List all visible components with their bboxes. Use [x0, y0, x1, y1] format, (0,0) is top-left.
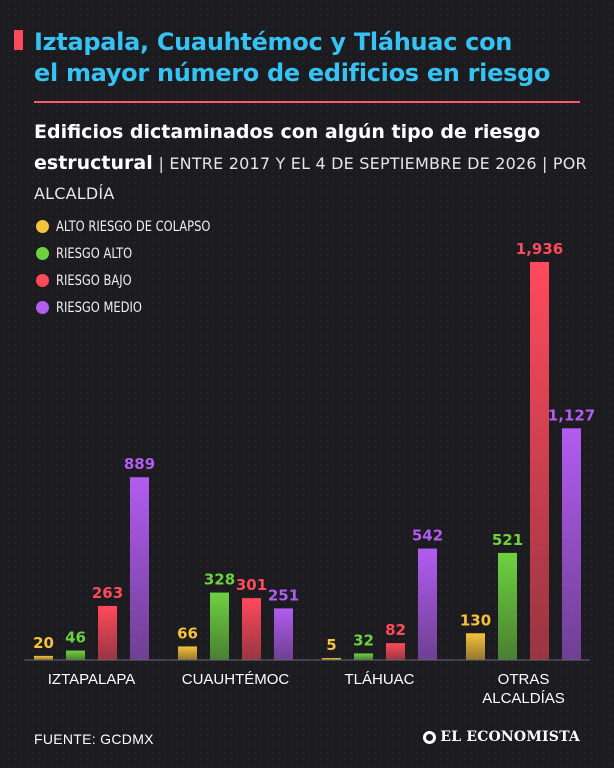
headline-line-1: Iztapala, Cuauhtémoc y Tláhuac con [34, 28, 513, 56]
data-label: 328 [204, 571, 235, 589]
legend-swatch [36, 301, 49, 314]
bar-1-1 [34, 655, 53, 660]
legend-item-riesgo-alto: RIESGO ALTO [36, 240, 244, 267]
bar-2-3 [242, 598, 261, 660]
data-label: 251 [268, 586, 299, 604]
headline-line-2: el mayor número de edificios en riesgo [34, 59, 551, 87]
category-label: CUAUHTÉMOC [182, 671, 290, 688]
data-label: 542 [412, 527, 443, 545]
legend-item-riesgo-bajo: RIESGO BAJO [36, 267, 244, 294]
legend-item-alto-riesgo-colapso: ALTO RIESGO DE COLAPSO [36, 213, 244, 240]
data-label: 1,127 [548, 406, 595, 424]
bar-4-1 [466, 633, 485, 660]
subtitle-rest: | ENTRE 2017 Y EL 4 DE SEPTIEMBRE DE 202… [34, 154, 587, 203]
category-label: OTRAS [498, 671, 550, 688]
data-label: 66 [177, 624, 198, 642]
data-label: 301 [236, 576, 267, 594]
bar-3-4 [418, 548, 437, 660]
bar-4-2 [498, 552, 517, 660]
bar-2-1 [178, 646, 197, 660]
headline-divider [34, 101, 580, 103]
data-label: 32 [353, 631, 374, 649]
legend-item-riesgo-medio: RIESGO MEDIO [36, 294, 244, 321]
brand-logo: EL ECONOMISTA [423, 729, 580, 745]
headline-marker [14, 30, 23, 50]
data-label: 82 [385, 621, 406, 639]
bar-1-4 [130, 477, 149, 660]
legend-swatch [36, 274, 49, 287]
legend-label: RIESGO ALTO [56, 245, 133, 262]
bar-1-2 [66, 650, 85, 660]
data-label: 1,936 [516, 240, 563, 258]
chart-legend: ALTO RIESGO DE COLAPSO RIESGO ALTO RIESG… [36, 213, 244, 321]
data-label: 5 [326, 636, 336, 654]
category-label: ALCALDÍAS [482, 690, 565, 707]
bar-1-3 [98, 605, 117, 660]
bar-3-1 [322, 658, 341, 660]
legend-swatch [36, 247, 49, 260]
subtitle-bold: Edificios dictaminados con algún tipo de… [34, 121, 541, 174]
legend-label: RIESGO BAJO [56, 272, 132, 289]
legend-swatch [36, 220, 49, 233]
brand-name: EL ECONOMISTA [440, 729, 580, 745]
data-label: 263 [92, 584, 123, 602]
data-label: 889 [124, 455, 155, 473]
brand-mark-icon [423, 730, 437, 744]
chart-subtitle: Edificios dictaminados con algún tipo de… [34, 117, 594, 209]
legend-label: ALTO RIESGO DE COLAPSO [56, 218, 211, 235]
headline: Iztapala, Cuauhtémoc y Tláhuac con el ma… [34, 27, 594, 89]
data-label: 130 [460, 611, 491, 629]
category-label: TLÁHUAC [344, 671, 414, 688]
bar-4-4 [562, 428, 581, 660]
data-label: 20 [33, 634, 54, 652]
bar-4-3 [530, 262, 549, 660]
bar-3-3 [386, 643, 405, 660]
source-note: FUENTE: GCDMX [34, 731, 154, 747]
legend-label: RIESGO MEDIO [56, 299, 142, 316]
data-label: 46 [65, 629, 86, 647]
category-label: IZTAPALAPA [48, 671, 136, 688]
bar-2-4 [274, 608, 293, 660]
bar-3-2 [354, 653, 373, 660]
data-label: 521 [492, 531, 523, 549]
bar-2-2 [210, 592, 229, 660]
